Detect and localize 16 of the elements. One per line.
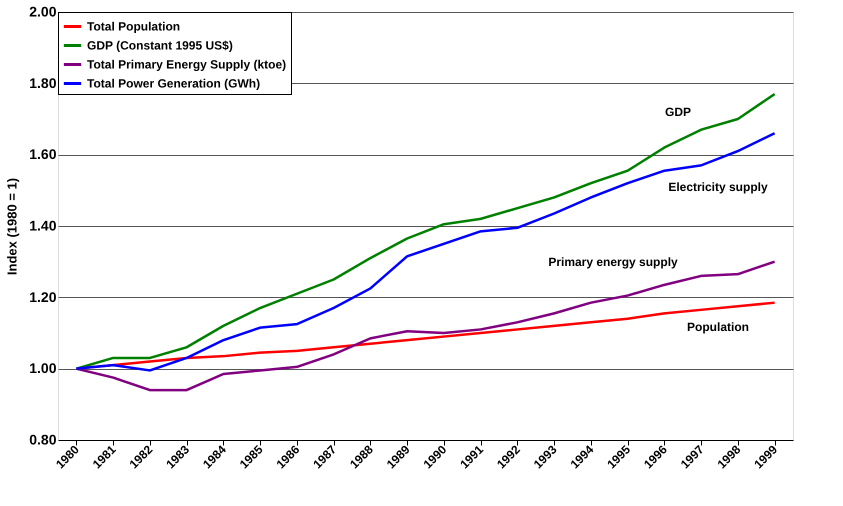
annotation: Electricity supply — [668, 180, 768, 194]
y-tick-label: 1.00 — [29, 360, 57, 376]
legend-label: Total Power Generation (GWh) — [87, 76, 260, 90]
y-tick-label: 2.00 — [29, 4, 57, 20]
annotation: Population — [687, 320, 749, 334]
legend-label: Total Population — [87, 20, 180, 34]
y-tick-label: 1.60 — [29, 146, 57, 162]
y-tick-label: 1.40 — [29, 218, 57, 234]
y-tick-label: 0.80 — [29, 432, 57, 448]
legend-label: GDP (Constant 1995 US$) — [87, 38, 233, 52]
y-tick-label: 1.80 — [29, 74, 57, 91]
y-axis-title: Index (1980 = 1) — [4, 178, 20, 276]
y-tick-label: 1.20 — [29, 288, 57, 305]
annotation: GDP — [664, 105, 692, 119]
annotation: Primary energy supply — [548, 255, 678, 269]
legend-label: Total Primary Energy Supply (ktoe) — [87, 58, 286, 72]
